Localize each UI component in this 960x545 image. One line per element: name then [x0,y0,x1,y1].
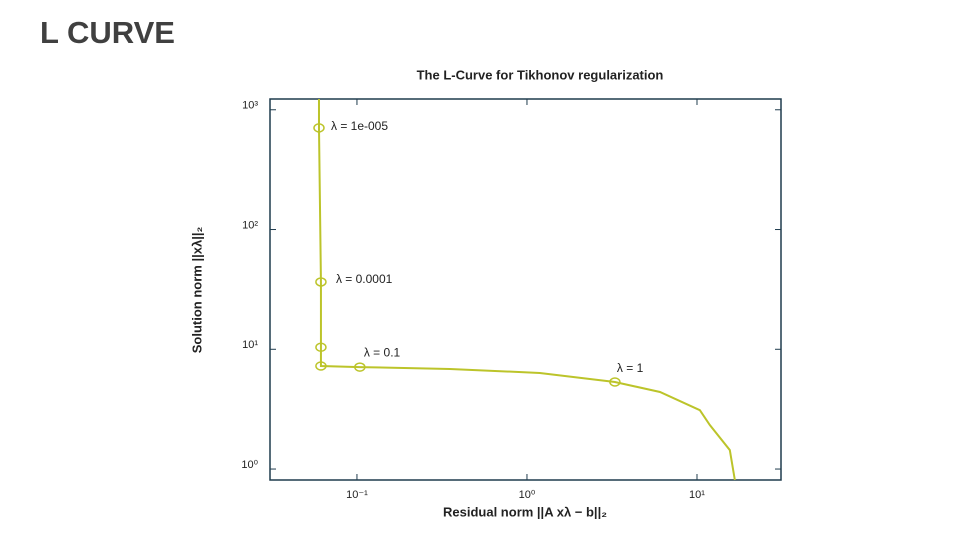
marker-label: λ = 1e-005 [331,119,388,133]
x-axis-label: Residual norm ||A xλ − b||₂ [443,504,607,519]
x-tick-label: 10⁰ [519,489,536,501]
x-tick-label: 10⁻¹ [346,489,368,501]
marker [354,362,366,372]
y-tick-label: 10¹ [242,339,258,351]
y-tick-label: 10² [242,219,258,231]
y-tick-label: 10⁰ [241,459,258,471]
marker [315,277,327,287]
marker-label: λ = 1 [617,361,644,375]
y-tick-label: 10³ [242,100,258,112]
page-title: L CURVE [40,15,175,50]
plot-frame [269,98,782,481]
marker [315,342,327,352]
marker-label: λ = 0.0001 [336,272,393,286]
marker [313,123,325,133]
y-axis-label: Solution norm ||xλ||₂ [189,227,204,354]
curve [317,99,736,481]
marker [609,377,621,387]
marker [315,361,327,371]
chart-title: The L-Curve for Tikhonov regularization [417,67,664,82]
marker-label: λ = 0.1 [364,345,401,359]
x-tick-label: 10¹ [689,489,705,501]
